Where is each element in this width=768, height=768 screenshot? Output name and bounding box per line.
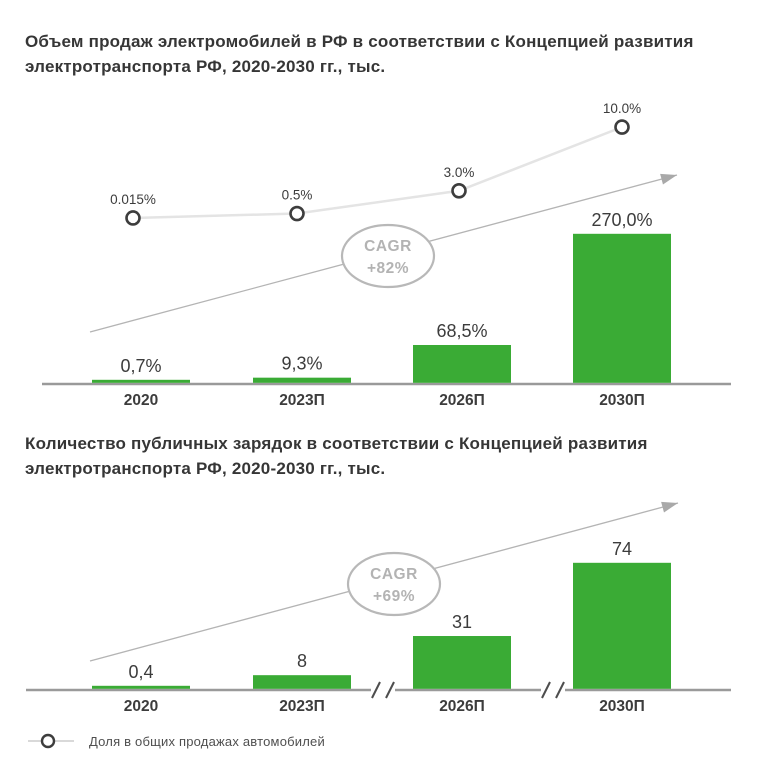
ev-sales-chart-canvas: CAGR +82% 0,7% 2020 9,3% 2023П 68,5% 2026П 270,0…: [42, 101, 731, 409]
bar-value-label: 9,3%: [281, 354, 322, 374]
category-label: 2026П: [439, 392, 485, 409]
share-line: [132, 125, 623, 220]
bar-value-label: 8: [297, 651, 307, 671]
bar: [92, 379, 190, 383]
bar: [253, 675, 351, 689]
cagr-badge: [346, 551, 442, 617]
trend-arrow-head-icon: [660, 173, 677, 185]
bar: [413, 344, 511, 383]
category-label: 2020: [124, 392, 158, 409]
bar-value-label: 74: [612, 539, 632, 559]
share-value-label: 10.0%: [603, 101, 641, 116]
bar: [573, 562, 671, 689]
share-marker-icon: [289, 205, 305, 222]
category-label: 2030П: [599, 392, 645, 409]
axis-break-icon: [541, 681, 551, 699]
category-label: 2023П: [279, 392, 325, 409]
cagr-label-line1: CAGR: [364, 238, 412, 255]
cagr-label-line1: CAGR: [370, 566, 418, 583]
share-value-label: 3.0%: [444, 165, 475, 180]
bar-value-label: 68,5%: [436, 321, 487, 341]
bar-value-label: 0,4: [128, 662, 153, 682]
axis-break-icon: [555, 681, 565, 699]
category-label: 2023П: [279, 698, 325, 715]
share-marker-icon: [451, 183, 467, 199]
category-label: 2030П: [599, 698, 645, 715]
cagr-label-line2: +82%: [367, 260, 409, 277]
share-line-legend-marker-icon: [28, 733, 74, 749]
axis-break-icon: [385, 681, 395, 699]
category-label: 2020: [124, 698, 158, 715]
share-value-label: 0.015%: [110, 192, 156, 207]
cagr-label-line2: +69%: [373, 588, 415, 605]
bar: [573, 233, 671, 383]
bar-value-label: 31: [452, 612, 472, 632]
axis-break-icon: [371, 681, 381, 699]
cagr-badge: [340, 223, 436, 289]
bar-value-label: 0,7%: [120, 356, 161, 376]
share-value-label: 0.5%: [282, 188, 313, 203]
bar-value-label: 270,0%: [591, 210, 652, 230]
legend: Доля в общих продажах автомобилей: [28, 733, 325, 749]
share-marker-icon: [614, 119, 630, 135]
legend-label: Доля в общих продажах автомобилей: [89, 733, 325, 749]
category-label: 2026П: [439, 698, 485, 715]
bar: [92, 685, 190, 689]
share-marker-icon: [125, 210, 141, 226]
chart-title-charging-stations: Количество публичных зарядок в соответст…: [25, 434, 648, 478]
charging-stations-chart-canvas: CAGR +69% 0,4 2020 8 2023П 31 2026П 74 2030П: [26, 501, 731, 715]
bar: [413, 636, 511, 689]
bar: [253, 377, 351, 383]
chart-title-ev-sales: Объем продаж электромобилей в РФ в соотв…: [25, 32, 694, 76]
trend-arrow-head-icon: [661, 501, 678, 513]
